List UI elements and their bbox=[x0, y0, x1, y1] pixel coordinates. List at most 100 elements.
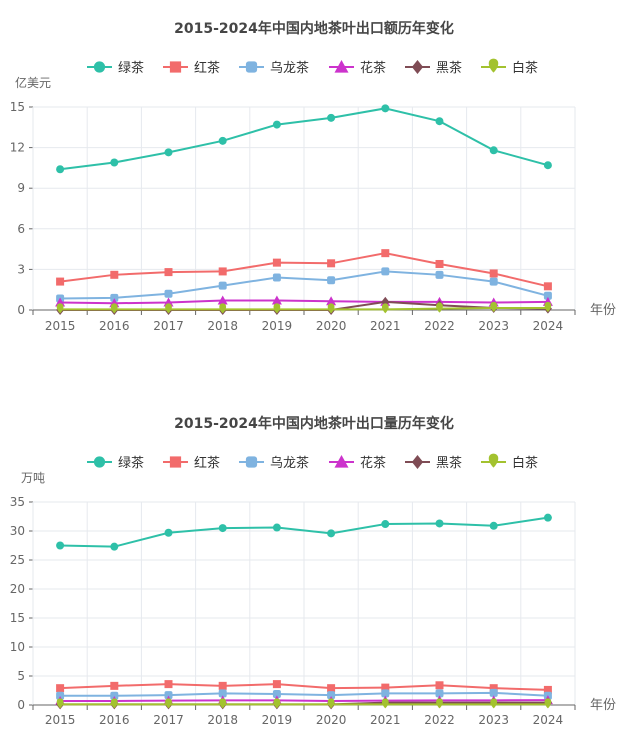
data-point bbox=[543, 282, 552, 291]
legend-label: 白茶 bbox=[512, 455, 538, 471]
data-point bbox=[272, 523, 281, 532]
data-point bbox=[489, 521, 498, 530]
legend-item[interactable]: 白茶 bbox=[481, 453, 538, 471]
legend-item[interactable]: 红茶 bbox=[163, 455, 220, 471]
data-point bbox=[218, 681, 227, 690]
x-tick-label: 2019 bbox=[262, 713, 293, 727]
data-point bbox=[381, 698, 389, 709]
legend-item[interactable]: 花茶 bbox=[329, 60, 386, 76]
data-point bbox=[272, 258, 281, 267]
y-tick-label: 3 bbox=[17, 262, 25, 276]
legend-label: 绿茶 bbox=[118, 455, 144, 471]
data-point bbox=[435, 689, 444, 698]
data-point bbox=[436, 698, 443, 709]
x-tick-label: 2021 bbox=[370, 713, 401, 727]
data-point bbox=[164, 268, 173, 277]
data-point bbox=[56, 698, 64, 709]
series-line bbox=[60, 270, 549, 300]
legend-label: 红茶 bbox=[194, 455, 220, 471]
data-point bbox=[110, 158, 119, 167]
data-point bbox=[327, 691, 336, 700]
series-line bbox=[60, 516, 549, 548]
data-point bbox=[327, 303, 335, 314]
y-axis-unit: 万吨 bbox=[21, 471, 45, 485]
data-point bbox=[110, 270, 119, 279]
data-point bbox=[218, 689, 227, 698]
x-tick-label: 2023 bbox=[478, 319, 509, 333]
data-point bbox=[489, 269, 498, 278]
legend-item[interactable]: 绿茶 bbox=[87, 455, 144, 471]
series-绿茶 bbox=[56, 104, 552, 174]
data-point bbox=[327, 698, 335, 709]
y-tick-label: 20 bbox=[10, 582, 25, 596]
x-tick-label: 2017 bbox=[153, 319, 184, 333]
legend-item[interactable]: 红茶 bbox=[163, 60, 220, 76]
x-tick-label: 2022 bbox=[424, 713, 455, 727]
x-tick-label: 2024 bbox=[533, 319, 564, 333]
x-tick-label: 2018 bbox=[207, 319, 238, 333]
legend-item[interactable]: 白茶 bbox=[481, 58, 538, 76]
y-tick-label: 10 bbox=[10, 640, 25, 654]
legend-marker-square-icon bbox=[169, 456, 182, 468]
data-point bbox=[56, 303, 64, 314]
data-point bbox=[543, 685, 552, 694]
legend-marker-circle-icon bbox=[93, 456, 106, 468]
legend-item[interactable]: 乌龙茶 bbox=[239, 455, 309, 471]
x-tick-label: 2015 bbox=[45, 319, 76, 333]
data-point bbox=[381, 683, 390, 692]
data-point bbox=[327, 276, 336, 285]
data-point bbox=[381, 267, 390, 276]
x-tick-label: 2024 bbox=[533, 713, 564, 727]
data-point bbox=[326, 296, 337, 306]
y-tick-label: 15 bbox=[10, 100, 25, 114]
data-point bbox=[490, 698, 498, 709]
data-point bbox=[273, 303, 281, 314]
legend-marker-diamond-icon bbox=[411, 455, 424, 469]
data-point bbox=[435, 117, 444, 126]
data-point bbox=[218, 136, 227, 145]
chart-title: 2015-2024年中国内地茶叶出口额历年变化 bbox=[174, 20, 454, 37]
data-point bbox=[56, 691, 65, 700]
data-point bbox=[489, 684, 498, 693]
legend-item[interactable]: 乌龙茶 bbox=[239, 60, 309, 76]
series-line bbox=[60, 299, 548, 305]
legend-label: 花茶 bbox=[360, 455, 386, 471]
data-point bbox=[56, 165, 65, 174]
data-point bbox=[56, 277, 65, 286]
legend-label: 花茶 bbox=[360, 60, 386, 76]
data-point bbox=[435, 259, 444, 268]
data-point bbox=[272, 120, 281, 129]
y-tick-label: 35 bbox=[10, 495, 25, 509]
data-point bbox=[435, 270, 444, 279]
x-tick-label: 2016 bbox=[99, 319, 130, 333]
legend-marker-pin-icon bbox=[488, 58, 499, 73]
legend: 绿茶 红茶 乌龙茶 花茶 黑茶 白茶 bbox=[87, 453, 538, 471]
legend-item[interactable]: 黑茶 bbox=[405, 60, 462, 76]
x-tick-label: 2019 bbox=[262, 319, 293, 333]
series-line bbox=[59, 252, 549, 288]
series-白茶 bbox=[56, 301, 552, 314]
legend-label: 黑茶 bbox=[436, 60, 462, 76]
data-point bbox=[164, 680, 173, 689]
legend-marker-diamond-icon bbox=[411, 60, 424, 74]
series-line bbox=[59, 107, 549, 171]
legend-item[interactable]: 黑茶 bbox=[405, 455, 462, 471]
data-point bbox=[218, 267, 227, 276]
data-point bbox=[110, 293, 119, 302]
x-tick-label: 2017 bbox=[153, 713, 184, 727]
legend-marker-triangle-icon bbox=[334, 60, 349, 73]
x-tick-label: 2023 bbox=[478, 713, 509, 727]
legend-item[interactable]: 花茶 bbox=[329, 455, 386, 471]
data-point bbox=[489, 277, 498, 286]
data-point bbox=[219, 303, 227, 314]
legend-item[interactable]: 绿茶 bbox=[87, 60, 144, 76]
data-point bbox=[381, 104, 390, 113]
data-point bbox=[165, 303, 172, 314]
chart-title: 2015-2024年中国内地茶叶出口量历年变化 bbox=[174, 415, 454, 432]
data-point bbox=[110, 698, 118, 709]
y-tick-label: 25 bbox=[10, 553, 25, 567]
legend-marker-square-icon bbox=[169, 61, 182, 73]
data-point bbox=[110, 681, 119, 690]
data-point bbox=[327, 529, 336, 538]
